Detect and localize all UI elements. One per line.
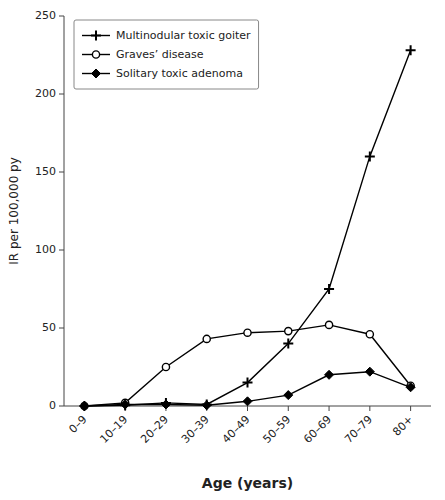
legend-label: Multinodular toxic goiter [116,29,251,42]
marker-plus [202,399,212,409]
marker-circle [203,335,210,342]
marker-circle [162,363,169,370]
y-tick [59,328,64,329]
marker-diamond [121,400,130,409]
y-axis-label: IR per 100,000 py [7,157,21,265]
marker-circle [366,331,373,338]
x-tick [329,406,330,411]
series [79,45,415,411]
marker-circle [244,329,251,336]
legend-item: Multinodular toxic goiter [82,29,251,42]
y-tick-label: 250 [35,9,56,22]
y-tick-label: 0 [49,399,56,412]
marker-diamond [284,391,293,400]
series-line [84,50,410,406]
x-tick-label: 0–9 [67,413,90,436]
marker-circle [92,51,99,58]
x-tick-label: 30–39 [179,413,212,446]
y-tick [59,16,64,17]
series-line [84,325,410,406]
x-tick-label: 70–79 [342,413,375,446]
legend: Multinodular toxic goiter Graves’ disease… [74,20,259,89]
legend-item: Solitary toxic adenoma [82,67,243,80]
legend-item: Graves’ disease [82,48,204,61]
plot-data [79,45,415,411]
marker-plus [91,31,101,41]
marker-circle [325,321,332,328]
x-tick-label: 60–69 [301,413,334,446]
marker-diamond [80,402,89,411]
x-tick-label: 20–29 [138,413,171,446]
y-tick [59,94,64,95]
marker-diamond [202,401,211,410]
x-tick [410,406,411,411]
legend-label: Graves’ disease [116,48,204,61]
marker-plus [120,400,130,410]
series-line [84,372,410,406]
marker-plus [79,401,89,411]
y-tick-label: 50 [42,321,56,334]
marker-circle [285,328,292,335]
legend-label: Solitary toxic adenoma [116,67,243,80]
chart-container: 0 50 100 150 200 250 0–9 10–1920–2930–3940–4950… [0,0,445,500]
x-tick-label: 40–49 [220,413,253,446]
y-tick-label: 150 [35,165,56,178]
marker-plus [243,378,253,388]
marker-plus [283,339,293,349]
y-tick-label: 100 [35,243,56,256]
marker-diamond [406,383,415,392]
y-tick [59,406,64,407]
x-tick [369,406,370,411]
legend-box [74,20,259,89]
x-tick-label: 10–19 [97,413,130,446]
x-axis-label: Age (years) [202,475,293,491]
y-tick [59,172,64,173]
marker-diamond [92,69,101,78]
y-axis-line [64,16,65,406]
marker-plus [324,284,334,294]
marker-diamond [325,370,334,379]
marker-diamond [365,367,374,376]
y-tick-label: 200 [35,87,56,100]
marker-diamond [161,400,170,409]
chart-svg: 0 50 100 150 200 250 0–9 10–1920–2930–3940–4950… [0,0,445,500]
series [80,367,415,410]
marker-circle [81,402,88,409]
x-tick [288,406,289,411]
x-tick-label: 50–59 [261,413,294,446]
marker-plus [365,151,375,161]
series [81,321,414,409]
y-tick [59,250,64,251]
marker-diamond [243,397,252,406]
marker-plus [406,45,416,55]
x-tick-label: 80+ [390,413,416,439]
axes: 0 50 100 150 200 250 0–9 10–1920–2930–3940–4950… [35,9,431,446]
x-tick [247,406,248,411]
